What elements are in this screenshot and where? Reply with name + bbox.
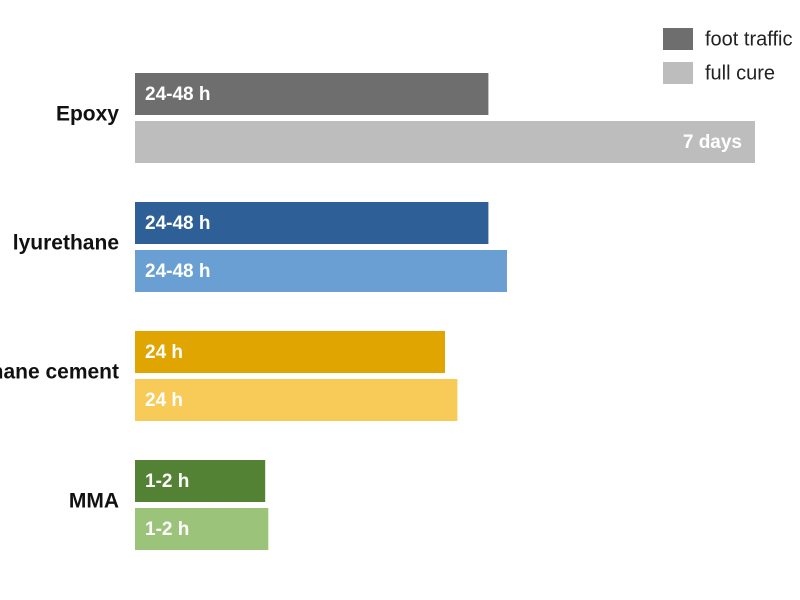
value-label: 7 days xyxy=(683,132,742,153)
bar xyxy=(135,460,266,502)
value-label: 1-2 h xyxy=(145,471,189,492)
bar xyxy=(135,73,489,115)
category-label: MMA xyxy=(69,490,119,513)
category-label: Epoxy xyxy=(56,103,119,126)
bar xyxy=(135,202,489,244)
value-label: 1-2 h xyxy=(145,519,189,540)
legend-swatch xyxy=(663,28,693,50)
value-label: 24 h xyxy=(145,342,183,363)
bar xyxy=(135,121,755,163)
bar xyxy=(135,508,269,550)
category-label: lyurethane xyxy=(13,232,119,255)
value-label: 24 h xyxy=(145,390,183,411)
legend-swatch xyxy=(663,62,693,84)
bar xyxy=(135,379,458,421)
value-label: 24-48 h xyxy=(145,261,210,282)
category-label: thane cement xyxy=(0,361,119,384)
bar xyxy=(135,331,445,373)
legend-label: full cure xyxy=(705,62,775,84)
value-label: 24-48 h xyxy=(145,84,210,105)
value-label: 24-48 h xyxy=(145,213,210,234)
legend-label: foot traffic xyxy=(705,28,792,50)
bar xyxy=(135,250,507,292)
